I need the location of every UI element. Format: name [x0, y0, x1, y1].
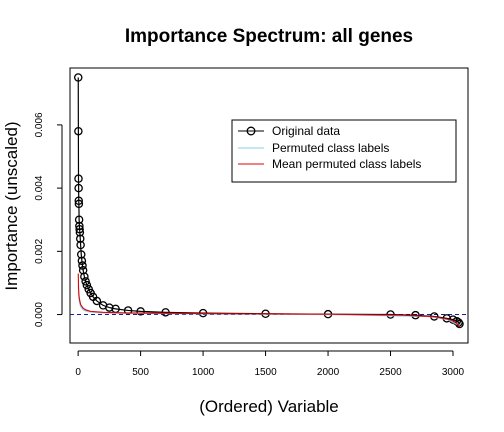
plot-frame	[69, 67, 469, 344]
x-axis-label: (Ordered) Variable	[199, 397, 339, 416]
data-point	[136, 307, 145, 316]
data-point	[76, 250, 86, 259]
x-tick-label: 3000	[442, 367, 465, 378]
legend-label-original: Original data	[272, 124, 340, 138]
x-tick-label: 0	[75, 367, 81, 378]
y-axis-label: Importance (unscaled)	[2, 121, 21, 290]
x-tick-label: 2500	[379, 367, 402, 378]
y-tick-label: 0.000	[34, 302, 45, 327]
data-point	[78, 261, 87, 270]
legend-label-mean: Mean permuted class labels	[272, 157, 421, 171]
x-tick-label: 1000	[192, 367, 215, 378]
data-point	[74, 196, 83, 206]
legend-marker-original	[246, 126, 256, 136]
data-point	[77, 256, 87, 266]
legend-label-permuted: Permuted class labels	[272, 141, 389, 155]
x-axis: 0 500 1000 1500 2000 2500 3000	[75, 350, 465, 378]
data-point	[75, 221, 84, 231]
x-tick-label: 2000	[317, 367, 340, 378]
data-point	[73, 73, 83, 82]
data-point	[74, 126, 83, 136]
x-tick-label: 500	[132, 367, 149, 378]
data-point	[82, 280, 92, 290]
data-point	[75, 224, 84, 234]
data-point	[75, 228, 85, 237]
data-point	[81, 277, 90, 286]
data-point	[123, 306, 133, 315]
series-line-mean-permuted-class-labels	[77, 273, 460, 328]
y-axis: 0.000 0.002 0.004 0.006	[34, 112, 63, 327]
y-tick-label: 0.004	[34, 175, 45, 200]
data-point	[92, 296, 102, 306]
data-point	[78, 266, 88, 275]
legend-box	[231, 119, 457, 183]
data-point	[76, 240, 85, 250]
legend: Original data Permuted class labels Mean…	[231, 119, 457, 183]
data-point	[161, 308, 170, 317]
data-point	[74, 199, 84, 209]
chart-title: Importance Spectrum: all genes	[125, 26, 413, 47]
data-point	[75, 234, 85, 243]
data-point	[74, 183, 83, 193]
data-point	[74, 215, 84, 224]
data-series	[73, 73, 464, 329]
data-point	[74, 174, 83, 183]
data-point	[105, 303, 114, 312]
data-point	[80, 272, 89, 281]
x-tick-label: 1500	[254, 367, 277, 378]
y-tick-label: 0.006	[34, 112, 45, 137]
y-tick-label: 0.002	[34, 238, 45, 263]
